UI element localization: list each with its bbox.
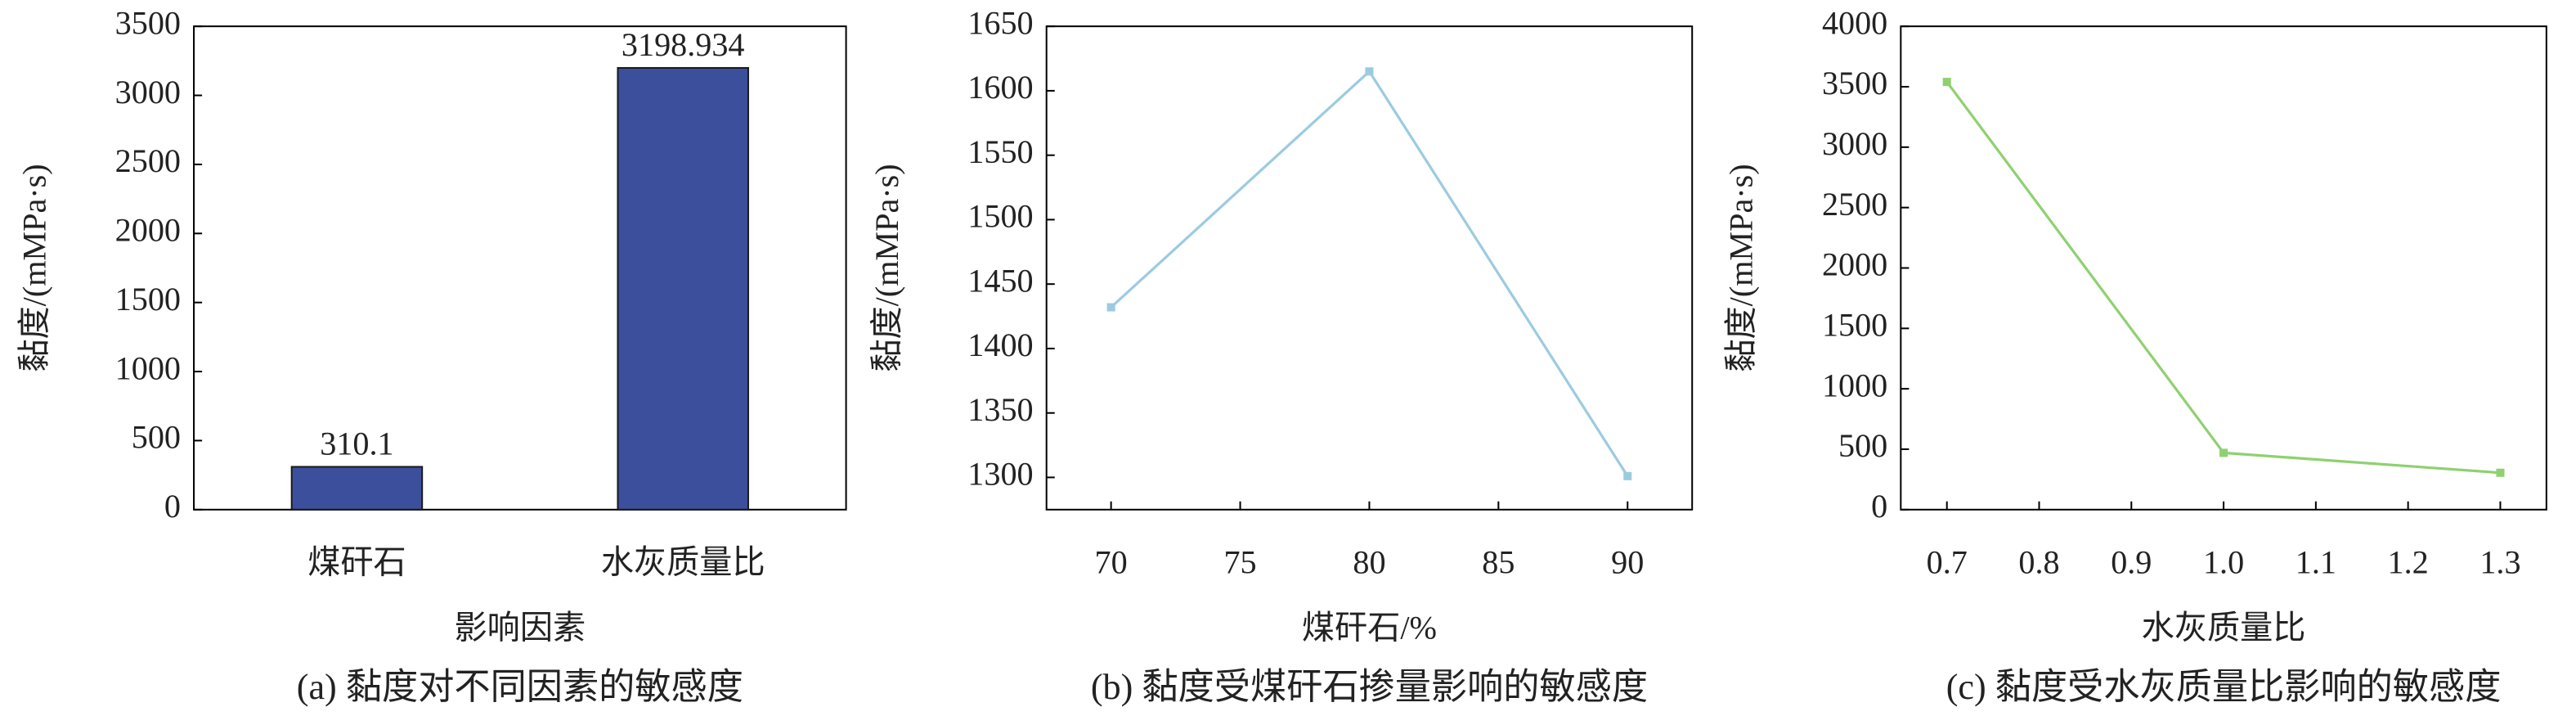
x-tick-label: 0.8 (2018, 543, 2059, 580)
bar (617, 66, 749, 511)
caption: (b) 黏度受煤矸石掺量影响的敏感度 (1091, 667, 1648, 707)
y-tick-label: 2000 (1822, 246, 1887, 283)
x-tick-label: 90 (1611, 543, 1644, 580)
y-tick-label: 1500 (115, 281, 181, 317)
y-tick-label: 1450 (967, 262, 1033, 299)
y-tick-label: 3500 (115, 4, 181, 41)
marker (1365, 67, 1374, 76)
y-tick-label: 2500 (115, 142, 181, 179)
bar (290, 466, 424, 511)
y-tick-label: 1500 (1822, 307, 1887, 344)
x-axis-label: 影响因素 (455, 610, 586, 646)
y-tick-label: 4000 (1822, 4, 1887, 41)
x-tick-label: 煤矸石 (307, 543, 406, 580)
y-tick-label: 3000 (1822, 125, 1887, 162)
y-tick-label: 500 (132, 419, 181, 456)
y-tick-label: 0 (1871, 488, 1887, 525)
marker (1623, 471, 1632, 480)
y-tick-label: 1500 (967, 198, 1033, 235)
x-tick-label: 1.3 (2480, 543, 2520, 580)
plot-frame (1900, 25, 2547, 511)
plot-frame (1045, 25, 1694, 511)
x-tick-label: 1.0 (2203, 543, 2244, 580)
x-tick-label: 85 (1482, 543, 1515, 580)
marker (1106, 303, 1115, 312)
y-tick-label: 1650 (967, 4, 1033, 41)
y-tick-label: 1000 (1822, 367, 1887, 403)
y-tick-label: 1550 (967, 133, 1033, 170)
value-label: 3198.934 (622, 26, 745, 63)
x-tick-label: 75 (1223, 543, 1256, 580)
marker (2496, 468, 2505, 477)
x-axis-label: 煤矸石/% (1302, 610, 1437, 646)
plot-frame (193, 25, 847, 511)
y-tick-label: 3000 (115, 74, 181, 110)
y-tick-label: 2500 (1822, 186, 1887, 223)
x-tick-label: 1.1 (2296, 543, 2336, 580)
x-tick-label: 70 (1095, 543, 1128, 580)
marker (1942, 78, 1951, 87)
y-tick-label: 1300 (967, 456, 1033, 493)
y-tick-label: 500 (1838, 427, 1887, 464)
y-tick-label: 1600 (967, 69, 1033, 106)
y-tick-label: 1000 (115, 349, 181, 386)
x-tick-label: 80 (1353, 543, 1385, 580)
y-axis-label: 黏度/(mMPa·s) (16, 164, 52, 372)
y-tick-label: 1350 (967, 391, 1033, 428)
x-tick-label: 0.7 (1927, 543, 1968, 580)
y-tick-label: 0 (164, 488, 181, 525)
x-tick-label: 1.2 (2388, 543, 2429, 580)
y-axis-label: 黏度/(mMPa·s) (868, 164, 905, 372)
y-tick-label: 1400 (967, 326, 1033, 363)
value-label: 310.1 (320, 426, 393, 462)
y-tick-label: 3500 (1822, 65, 1887, 101)
line (1110, 69, 1629, 477)
x-axis-label: 水灰质量比 (2142, 610, 2306, 646)
line (1945, 81, 2501, 475)
y-axis-label: 黏度/(mMPa·s) (1723, 164, 1760, 372)
marker (2219, 448, 2228, 457)
x-tick-label: 0.9 (2111, 543, 2152, 580)
caption: (c) 黏度受水灰质量比影响的敏感度 (1946, 667, 2502, 707)
x-tick-label: 水灰质量比 (601, 543, 765, 580)
y-tick-label: 2000 (115, 212, 181, 249)
caption: (a) 黏度对不同因素的敏感度 (297, 667, 743, 707)
